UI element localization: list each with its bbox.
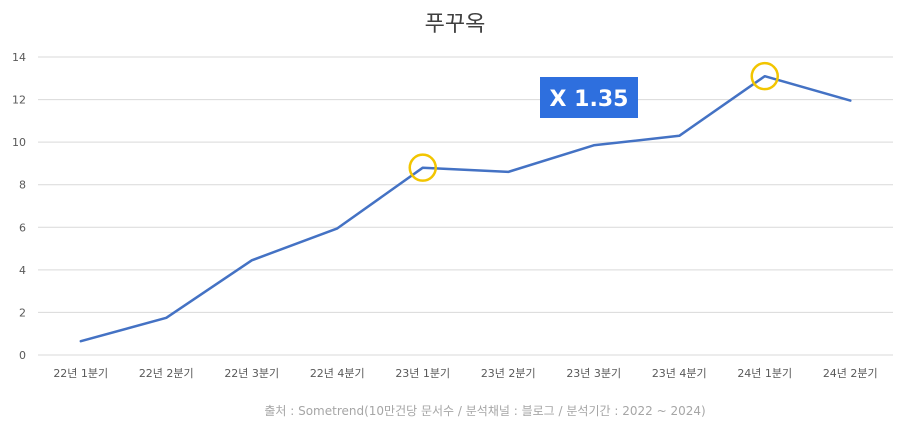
x-tick-label: 24년 1분기 — [737, 367, 792, 380]
x-tick-label: 24년 2분기 — [823, 367, 878, 380]
x-tick-label: 23년 2분기 — [481, 367, 536, 380]
y-tick-label: 4 — [19, 264, 26, 277]
x-tick-label: 23년 1분기 — [395, 367, 450, 380]
x-axis-ticks: 22년 1분기 22년 2분기 22년 3분기 22년 4분기 23년 1분기 23년 2… — [53, 367, 877, 380]
growth-badge: X 1.35 — [540, 77, 638, 118]
x-tick-label: 23년 4분기 — [652, 367, 707, 380]
y-tick-label: 2 — [19, 306, 26, 319]
y-tick-label: 10 — [12, 136, 26, 149]
highlight-circle — [408, 153, 437, 182]
x-tick-label: 22년 4분기 — [310, 367, 365, 380]
chart-title: 푸꾸옥 — [425, 12, 486, 37]
x-tick-label: 22년 1분기 — [53, 367, 108, 380]
y-tick-label: 14 — [12, 51, 26, 64]
series-line — [79, 74, 852, 343]
gridlines — [38, 56, 893, 356]
highlight-circle — [750, 61, 779, 91]
y-tick-label: 6 — [19, 221, 26, 234]
source-note: 출처 : Sometrend(10만건당 문서수 / 분석채널 : 블로그 / … — [264, 404, 705, 418]
series-layer — [79, 74, 852, 343]
y-tick-label: 0 — [19, 349, 26, 362]
growth-badge-bg — [540, 77, 638, 118]
y-tick-label: 12 — [12, 94, 26, 107]
x-tick-label: 22년 2분기 — [139, 367, 194, 380]
growth-badge-label: X 1.35 — [550, 87, 629, 112]
highlight-markers — [408, 61, 779, 182]
y-tick-label: 8 — [19, 179, 26, 192]
x-tick-label: 22년 3분기 — [224, 367, 279, 380]
x-tick-label: 23년 3분기 — [566, 367, 621, 380]
y-axis-ticks: 0 2 4 6 8 10 12 14 — [12, 51, 26, 362]
